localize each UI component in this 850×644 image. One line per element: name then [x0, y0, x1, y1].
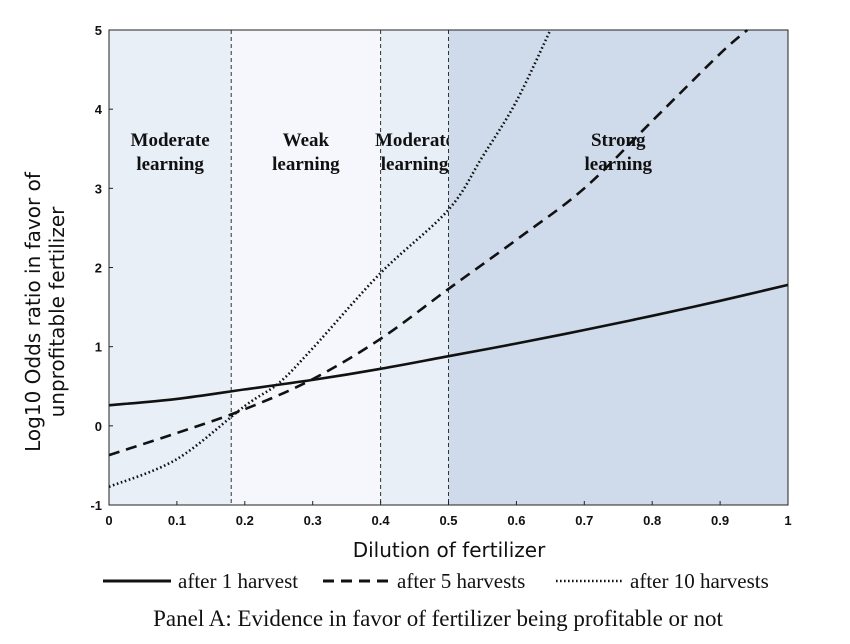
region-boundaries	[230, 30, 449, 505]
y-axis-title-line-2: unprofitable fertilizer	[45, 206, 69, 418]
legend-label-1: after 1 harvest	[178, 569, 298, 593]
x-tick-label-4: 0.4	[372, 513, 391, 528]
region-label-3-line-2: learning	[381, 154, 449, 175]
region-label-2-line-2: learning	[272, 154, 340, 175]
series-line-2	[108, 29, 749, 457]
region-shade-2	[231, 30, 381, 505]
y-tick-label-1: 0	[95, 419, 102, 434]
y-tick-label-3: 2	[95, 261, 102, 276]
y-tick-label-6: 5	[95, 23, 102, 38]
y-axis-title-line-1: Log10 Odds ratio in favor of	[21, 171, 45, 452]
y-axis-ticks: -1 0 1 2 3 4 5	[90, 23, 113, 513]
legend: after 1 harvest after 5 harvests after 1…	[103, 569, 769, 593]
y-tick-label-0: -1	[90, 498, 102, 513]
x-tick-label-2: 0.2	[236, 513, 254, 528]
region-label-4-line-2: learning	[584, 154, 652, 175]
series-line-1	[108, 283, 789, 407]
region-shade-3	[380, 30, 449, 505]
legend-label-3: after 10 harvests	[630, 569, 769, 593]
legend-label-2: after 5 harvests	[397, 569, 525, 593]
y-tick-label-5: 4	[95, 102, 103, 117]
x-tick-label-10: 1	[784, 513, 791, 528]
x-tick-label-1: 0.1	[168, 513, 186, 528]
region-shade-1	[109, 30, 232, 505]
series-lines	[108, 29, 789, 489]
panel-caption: Panel A: Evidence in favor of fertilizer…	[153, 606, 723, 631]
learning-regions: Moderate learning Weak learning Moderate lear…	[109, 30, 788, 505]
x-tick-label-3: 0.3	[304, 513, 322, 528]
region-shade-4	[448, 30, 788, 505]
x-tick-label-7: 0.7	[575, 513, 593, 528]
x-axis-title: Dilution of fertilizer	[353, 538, 546, 562]
region-label-1-line-1: Moderate	[131, 130, 210, 151]
x-axis-ticks: 0 0.1 0.2 0.3 0.4 0.5 0.6 0.7 0.8 0.9 1	[105, 501, 792, 528]
x-tick-label-0: 0	[105, 513, 112, 528]
y-tick-label-4: 3	[95, 181, 102, 196]
x-tick-label-5: 0.5	[439, 513, 457, 528]
y-tick-label-2: 1	[95, 340, 102, 355]
region-label-1-line-2: learning	[136, 154, 204, 175]
x-tick-label-9: 0.9	[711, 513, 729, 528]
region-label-3-line-1: Moderate	[375, 130, 454, 151]
x-tick-label-6: 0.6	[507, 513, 525, 528]
region-label-4-line-1: Strong	[591, 130, 646, 151]
x-tick-label-8: 0.8	[643, 513, 661, 528]
region-label-2-line-1: Weak	[283, 130, 330, 151]
